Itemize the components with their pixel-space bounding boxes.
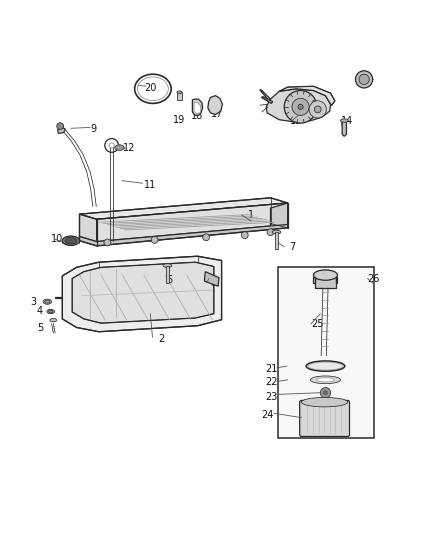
Ellipse shape <box>314 270 337 280</box>
Ellipse shape <box>272 230 281 234</box>
Ellipse shape <box>311 376 340 384</box>
Polygon shape <box>315 277 336 288</box>
Polygon shape <box>79 214 97 241</box>
Polygon shape <box>194 102 201 114</box>
Ellipse shape <box>115 145 124 150</box>
Polygon shape <box>72 262 214 323</box>
Ellipse shape <box>340 119 348 122</box>
Ellipse shape <box>43 299 52 304</box>
Text: 21: 21 <box>265 364 278 374</box>
Circle shape <box>359 74 369 85</box>
Text: 20: 20 <box>144 83 156 93</box>
Polygon shape <box>62 256 222 332</box>
Bar <box>166 265 169 283</box>
Text: 14: 14 <box>341 116 353 126</box>
Circle shape <box>284 91 317 123</box>
Text: 4: 4 <box>36 306 42 316</box>
Circle shape <box>151 237 158 244</box>
Circle shape <box>298 104 303 109</box>
Polygon shape <box>55 296 62 298</box>
Text: 18: 18 <box>191 111 204 122</box>
Bar <box>275 232 278 249</box>
Polygon shape <box>271 203 288 230</box>
Ellipse shape <box>301 398 348 407</box>
Ellipse shape <box>65 238 77 244</box>
Text: 19: 19 <box>173 115 186 125</box>
Circle shape <box>241 232 248 239</box>
Circle shape <box>356 71 373 88</box>
Text: 24: 24 <box>262 409 274 419</box>
FancyBboxPatch shape <box>278 266 374 438</box>
Polygon shape <box>342 120 346 136</box>
Polygon shape <box>336 277 337 283</box>
Text: 13: 13 <box>290 116 302 126</box>
Text: 6: 6 <box>166 275 173 285</box>
Text: 7: 7 <box>289 242 295 252</box>
Circle shape <box>292 98 309 116</box>
Ellipse shape <box>62 236 80 246</box>
Text: 22: 22 <box>265 377 278 387</box>
Circle shape <box>323 390 328 395</box>
Polygon shape <box>79 224 288 246</box>
Polygon shape <box>314 277 315 283</box>
Ellipse shape <box>49 310 53 313</box>
Polygon shape <box>260 90 271 100</box>
Ellipse shape <box>177 91 182 93</box>
Polygon shape <box>208 95 223 115</box>
Bar <box>177 92 182 100</box>
Polygon shape <box>97 203 288 241</box>
Polygon shape <box>79 198 288 219</box>
Text: 9: 9 <box>91 124 97 134</box>
Ellipse shape <box>45 300 50 303</box>
Text: 12: 12 <box>123 143 135 152</box>
Circle shape <box>309 101 326 118</box>
Ellipse shape <box>308 362 343 370</box>
Text: 2: 2 <box>158 335 164 344</box>
Text: 11: 11 <box>144 180 156 190</box>
Polygon shape <box>205 272 219 286</box>
Circle shape <box>203 234 209 241</box>
Ellipse shape <box>163 264 172 268</box>
Text: 23: 23 <box>265 392 278 402</box>
Text: 26: 26 <box>367 273 380 284</box>
Ellipse shape <box>47 310 55 314</box>
Text: 3: 3 <box>31 297 37 306</box>
Polygon shape <box>58 127 65 133</box>
Polygon shape <box>279 86 335 106</box>
FancyBboxPatch shape <box>300 400 350 437</box>
Circle shape <box>267 229 274 236</box>
Ellipse shape <box>50 318 57 322</box>
Polygon shape <box>262 96 272 103</box>
Text: 15: 15 <box>359 72 371 83</box>
Text: 10: 10 <box>51 234 63 244</box>
Text: 5: 5 <box>37 324 43 333</box>
Text: 8: 8 <box>211 278 217 288</box>
Ellipse shape <box>316 378 335 382</box>
Polygon shape <box>266 89 331 122</box>
Circle shape <box>104 239 111 246</box>
Text: 25: 25 <box>311 319 324 329</box>
Circle shape <box>320 387 331 398</box>
Circle shape <box>314 106 321 113</box>
Text: 1: 1 <box>248 210 254 220</box>
Circle shape <box>57 123 64 130</box>
Text: 17: 17 <box>211 109 223 119</box>
Polygon shape <box>192 99 203 116</box>
